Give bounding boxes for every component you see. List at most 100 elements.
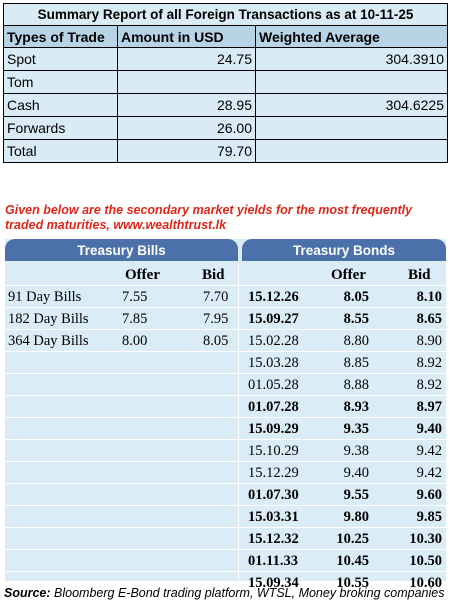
header-weighted-average: Weighted Average [254,25,449,48]
bond-offer: 9.80 [343,509,369,525]
summary-row-tom: Tom [3,70,449,94]
summary-title: Summary Report of all Foreign Transactio… [2,3,449,26]
bonds-offer-label: Offer [331,267,366,283]
header-amount-usd: Amount in USD [117,25,256,48]
trade-weighted-average [254,70,449,94]
trade-amount [117,70,256,94]
bond-offer: 10.55 [336,575,369,591]
bond-offer: 9.40 [343,465,369,481]
bill-name: 182 Day Bills [8,311,89,327]
bond-maturity: 01.07.28 [248,399,299,415]
trade-weighted-average: 304.3910 [254,47,449,71]
trade-weighted-average [254,139,449,163]
bond-bid: 9.85 [416,509,442,525]
yields-notice: Given below are the secondary market yie… [5,203,413,232]
bond-bid: 8.10 [416,289,442,305]
bond-maturity: 01.05.28 [248,377,299,393]
bond-maturity: 01.07.30 [248,487,299,503]
bond-offer: 8.05 [343,289,369,305]
bond-maturity: 15.03.31 [248,509,299,525]
bond-maturity: 15.12.29 [248,465,299,481]
bond-maturity: 15.10.29 [248,443,299,459]
bond-bid: 9.42 [416,465,442,481]
trade-amount: 24.75 [117,47,256,71]
bill-offer: 7.85 [122,311,148,327]
row-divider [5,461,446,462]
bond-maturity: 15.09.27 [248,311,299,327]
summary-row-forwards: Forwards 26.00 [3,116,449,140]
bonds-bid-label: Bid [408,267,431,283]
bill-name: 364 Day Bills [8,333,89,349]
bond-bid: 8.92 [416,355,442,371]
treasury-bonds-header: Treasury Bonds [242,239,446,261]
bills-offer-label: Offer [125,267,160,283]
summary-row-cash: Cash 28.95 304.6225 [3,93,449,117]
bond-bid: 8.65 [416,311,442,327]
bond-offer: 8.55 [343,311,369,327]
bond-bid: 10.60 [409,575,442,591]
bond-bid: 10.30 [409,531,442,547]
bill-offer: 7.55 [122,289,148,305]
row-divider [5,307,446,308]
column-divider [238,265,239,581]
summary-row-spot: Spot 24.75 304.3910 [3,47,449,71]
bill-name: 91 Day Bills [8,289,82,305]
bond-offer: 8.85 [343,355,369,371]
trade-type: Cash [3,93,118,117]
row-divider [5,571,446,572]
trade-type: Total [3,139,118,163]
row-divider [5,351,446,352]
summary-table: Summary Report of all Foreign Transactio… [2,3,449,163]
bill-bid: 7.70 [203,289,229,305]
row-divider [5,373,446,374]
summary-header-row: Types of Trade Amount in USD Weighted Av… [3,25,449,48]
bond-maturity: 15.09.34 [248,575,299,591]
row-divider [5,439,446,440]
row-divider [5,395,446,396]
row-divider [5,417,446,418]
bill-bid: 8.05 [203,333,229,349]
bond-maturity: 15.12.32 [248,531,299,547]
trade-amount: 28.95 [117,93,256,117]
bond-offer: 10.45 [336,553,369,569]
bond-bid: 9.40 [416,421,442,437]
trade-weighted-average: 304.6225 [254,93,449,117]
bond-offer: 9.38 [343,443,369,459]
row-divider [5,285,446,286]
bill-offer: 8.00 [122,333,148,349]
bond-offer: 8.80 [343,333,369,349]
bond-maturity: 15.03.28 [248,355,299,371]
row-divider [5,483,446,484]
summary-row-total: Total 79.70 [3,139,449,163]
header-types-of-trade: Types of Trade [3,25,118,48]
source-label: Source: [4,586,51,600]
bill-bid: 7.95 [203,311,229,327]
bond-bid: 9.60 [416,487,442,503]
bond-maturity: 15.02.28 [248,333,299,349]
bond-maturity: 15.09.29 [248,421,299,437]
source-line: Source: Bloomberg E-Bond trading platfor… [4,584,448,602]
bond-offer: 9.35 [343,421,369,437]
bond-maturity: 01.11.33 [248,553,298,569]
source-text: Bloomberg E-Bond trading platform, WTSL,… [50,586,445,600]
trade-amount: 26.00 [117,116,256,140]
row-divider [5,549,446,550]
bond-bid: 9.42 [416,443,442,459]
trade-weighted-average [254,116,449,140]
bond-offer: 9.55 [343,487,369,503]
trade-type: Tom [3,70,118,94]
treasury-bills-header: Treasury Bills [5,239,238,261]
yields-panel: Treasury Bills Treasury Bonds Offer Bid … [5,239,446,591]
bond-bid: 8.92 [416,377,442,393]
row-divider [5,527,446,528]
trade-type: Forwards [3,116,118,140]
bond-offer: 8.93 [343,399,369,415]
bills-bid-label: Bid [202,267,225,283]
bond-offer: 8.88 [343,377,369,393]
row-divider [5,505,446,506]
trade-amount: 79.70 [117,139,256,163]
bond-bid: 10.50 [409,553,442,569]
row-divider [5,329,446,330]
bond-bid: 8.90 [416,333,442,349]
trade-type: Spot [3,47,118,71]
